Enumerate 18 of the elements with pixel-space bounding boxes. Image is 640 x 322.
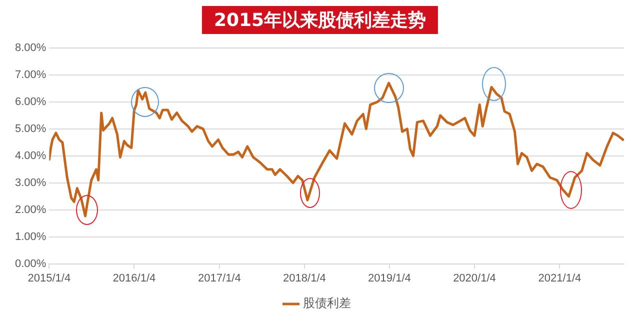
x-tick-label: 2015/1/4 <box>28 272 71 284</box>
x-tick-label: 2020/1/4 <box>453 272 496 284</box>
y-tick-label: 3.00% <box>14 176 46 189</box>
y-tick-label: 0.00% <box>14 258 46 270</box>
x-tick-label: 2017/1/4 <box>198 272 241 284</box>
y-tick-label: 4.00% <box>14 150 46 162</box>
y-tick-label: 1.00% <box>14 230 46 243</box>
y-tick-label: 6.00% <box>14 96 46 108</box>
y-tick-label: 2.00% <box>14 204 46 216</box>
x-tick-label: 2019/1/4 <box>368 272 411 284</box>
y-tick-label: 5.00% <box>14 122 46 135</box>
chart-title: 2015年以来股债利差走势 <box>202 6 438 34</box>
legend-label: 股债利差 <box>303 296 351 310</box>
x-tick-label: 2018/1/4 <box>283 272 326 284</box>
x-tick-label: 2021/1/4 <box>538 272 582 284</box>
x-tick-label: 2016/1/4 <box>112 272 156 284</box>
y-tick-label: 7.00% <box>14 69 46 82</box>
y-tick-label: 8.00% <box>14 42 46 54</box>
